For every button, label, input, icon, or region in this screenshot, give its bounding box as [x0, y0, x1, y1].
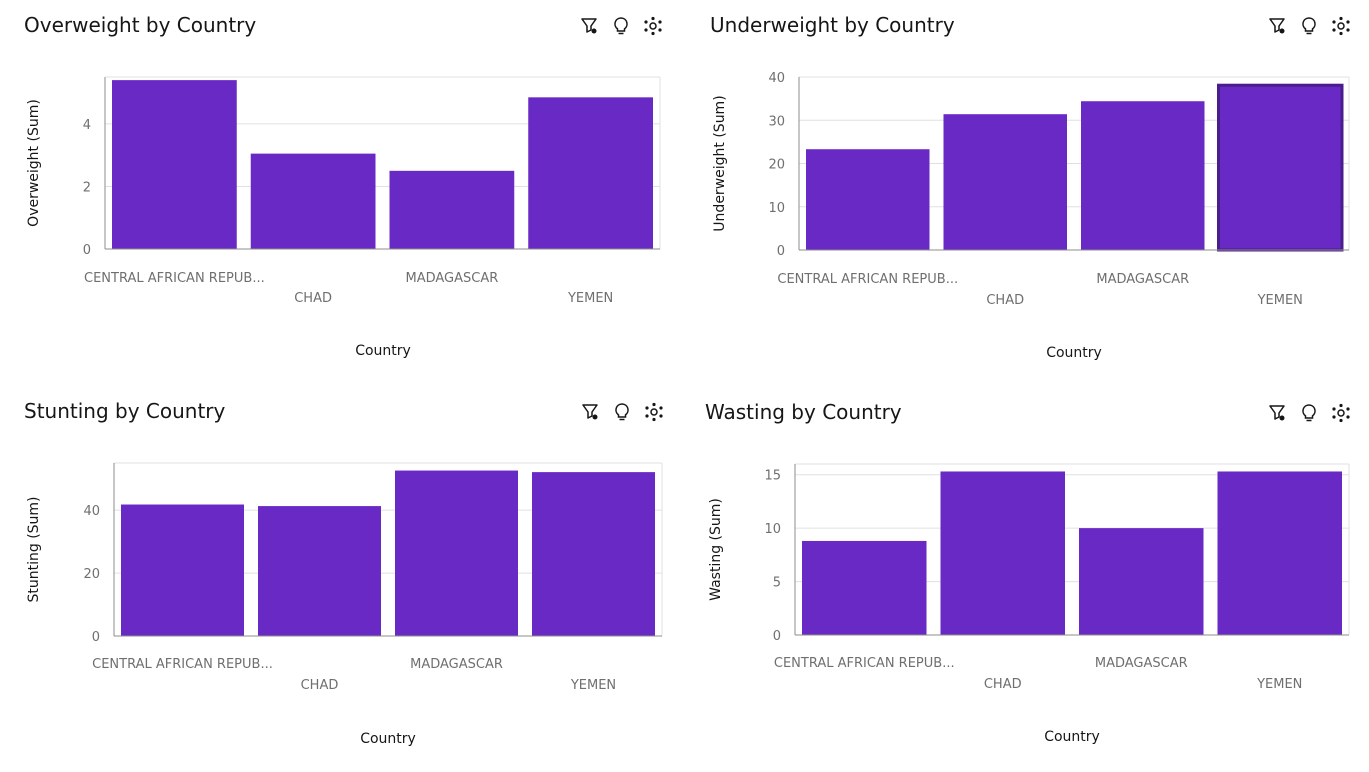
x-category-label: YEMEN [567, 291, 613, 306]
bar[interactable] [943, 114, 1068, 250]
x-category-label: CENTRAL AFRICAN REPUB... [777, 272, 958, 287]
y-tick-label: 4 [83, 118, 91, 133]
chart-toolbar [1267, 403, 1351, 423]
y-axis-title: Stunting (Sum) [26, 496, 42, 602]
y-axis-title: Overweight (Sum) [26, 99, 42, 227]
x-axis-title: Country [360, 731, 416, 747]
network-icon[interactable] [643, 16, 663, 36]
chart-title: Wasting by Country [705, 400, 902, 424]
lightbulb-icon[interactable] [611, 16, 631, 36]
x-category-label: MADAGASCAR [1096, 272, 1189, 287]
filter-icon[interactable] [579, 16, 599, 36]
bar[interactable] [1079, 528, 1204, 635]
x-category-label: MADAGASCAR [405, 271, 498, 286]
chart-toolbar [579, 16, 663, 36]
x-category-label: MADAGASCAR [410, 657, 503, 672]
bar[interactable] [528, 97, 653, 249]
y-tick-label: 0 [83, 243, 91, 258]
y-tick-label: 0 [92, 630, 100, 645]
bar[interactable] [806, 149, 930, 250]
x-category-label: YEMEN [570, 678, 616, 693]
y-tick-label: 30 [768, 114, 785, 129]
filter-icon[interactable] [1267, 403, 1287, 423]
x-category-label: YEMEN [1257, 293, 1303, 308]
x-category-label: CHAD [294, 291, 332, 306]
bar-chart-stunting: 0 20 40 CENTRAL AFRICAN REPUB... CHAD MADAGAS… [26, 462, 663, 747]
chart-title: Overweight by Country [24, 13, 257, 37]
x-category-label: CHAD [301, 678, 339, 693]
chart-title: Stunting by Country [24, 399, 226, 423]
bar[interactable] [258, 506, 381, 636]
x-axis-title: Country [355, 343, 411, 359]
y-tick-label: 2 [83, 180, 91, 195]
filter-icon[interactable] [1267, 16, 1287, 36]
bar[interactable] [389, 170, 515, 249]
chart-title: Underweight by Country [710, 13, 955, 37]
lightbulb-icon[interactable] [612, 402, 632, 422]
y-tick-label: 0 [777, 244, 785, 259]
y-tick-label: 10 [764, 522, 781, 537]
bar[interactable] [940, 471, 1066, 635]
x-axis-title: Country [1046, 345, 1102, 361]
chart-toolbar [580, 402, 664, 422]
y-tick-label: 10 [768, 201, 785, 216]
x-axis-title: Country [1044, 729, 1100, 745]
network-icon[interactable] [644, 402, 664, 422]
bar[interactable] [1217, 471, 1343, 635]
y-tick-label: 20 [83, 567, 100, 582]
chart-toolbar [1267, 16, 1351, 36]
y-tick-label: 20 [768, 158, 785, 173]
x-category-label: YEMEN [1256, 677, 1302, 692]
y-tick-label: 5 [773, 576, 781, 591]
network-icon[interactable] [1331, 16, 1351, 36]
y-tick-label: 0 [773, 629, 781, 644]
y-axis-title: Wasting (Sum) [708, 498, 724, 601]
bar[interactable] [250, 153, 376, 249]
filter-icon[interactable] [580, 402, 600, 422]
x-category-label: CHAD [984, 677, 1022, 692]
lightbulb-icon[interactable] [1299, 16, 1319, 36]
bar[interactable] [1081, 101, 1205, 250]
network-icon[interactable] [1331, 403, 1351, 423]
bar-chart-underweight: 0 10 20 30 40 CENTRAL AFRICAN REPUB... CHAD MAD… [712, 71, 1350, 361]
bar-chart-overweight: 0 2 4 CENTRAL AFRICAN REPUB... CHAD MADAGASCA… [26, 76, 661, 359]
y-axis-title: Underweight (Sum) [712, 95, 728, 231]
bar[interactable] [112, 80, 237, 249]
bar[interactable] [121, 504, 244, 636]
x-category-label: CENTRAL AFRICAN REPUB... [774, 656, 955, 671]
bar[interactable] [395, 470, 518, 636]
x-category-label: CENTRAL AFRICAN REPUB... [92, 657, 273, 672]
bar[interactable] [532, 472, 655, 636]
lightbulb-icon[interactable] [1299, 403, 1319, 423]
x-category-label: CENTRAL AFRICAN REPUB... [84, 271, 265, 286]
y-tick-label: 40 [768, 71, 785, 86]
bar[interactable] [1217, 83, 1344, 252]
y-tick-label: 15 [764, 469, 781, 484]
y-tick-label: 40 [83, 504, 100, 519]
x-category-label: MADAGASCAR [1095, 656, 1188, 671]
x-category-label: CHAD [986, 293, 1024, 308]
bar[interactable] [802, 540, 927, 635]
